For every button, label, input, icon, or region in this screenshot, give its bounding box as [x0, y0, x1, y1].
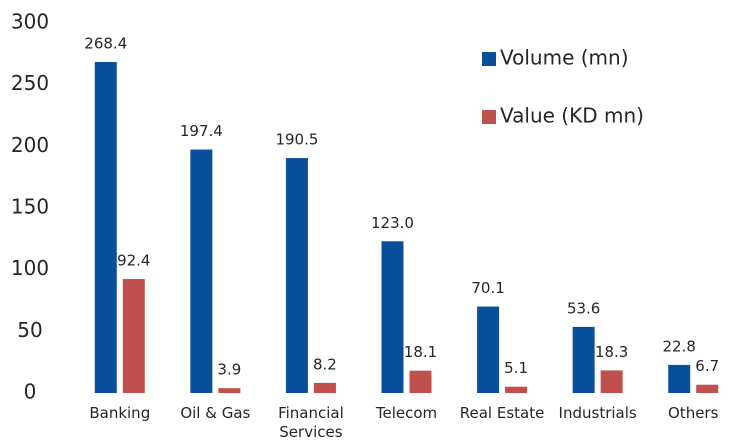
bar	[668, 364, 691, 393]
value-label: 70.1	[471, 279, 504, 297]
bar	[122, 279, 145, 393]
value-label: 53.6	[567, 299, 600, 317]
value-label: 123.0	[371, 214, 414, 232]
value-label: 190.5	[275, 131, 318, 149]
legend-label: Value (KD mn)	[500, 104, 644, 128]
value-label: 8.2	[313, 355, 337, 373]
value-label: 6.7	[695, 357, 719, 375]
bar	[477, 306, 500, 393]
y-tick-label: 200	[11, 133, 49, 157]
value-label: 3.9	[217, 361, 241, 379]
legend-swatch	[482, 52, 496, 66]
legend-swatch	[482, 110, 496, 124]
bar	[313, 382, 336, 393]
x-tick-label: Banking	[89, 404, 151, 422]
y-tick-label: 50	[17, 318, 42, 342]
bar	[409, 370, 432, 393]
bar	[505, 386, 528, 393]
y-tick-label: 300	[11, 10, 49, 34]
y-tick-label: 250	[11, 71, 49, 95]
value-label: 92.4	[117, 252, 150, 270]
bar	[218, 388, 241, 393]
value-label: 197.4	[180, 122, 223, 140]
x-tick-label: Oil & Gas	[180, 404, 251, 422]
bar	[600, 370, 623, 393]
y-tick-label: 100	[11, 256, 49, 280]
y-tick-label: 150	[11, 195, 49, 219]
bar	[94, 61, 117, 394]
bar	[190, 149, 213, 393]
x-tick-label: Real Estate	[459, 404, 545, 422]
bar	[381, 241, 404, 393]
value-label: 18.3	[595, 343, 628, 361]
value-label: 268.4	[84, 34, 127, 52]
x-tick-label: Industrials	[558, 404, 637, 422]
x-tick-label: Others	[668, 404, 719, 422]
legend-label: Volume (mn)	[500, 46, 629, 70]
value-label: 22.8	[663, 337, 696, 355]
x-tick-label: Telecom	[375, 404, 438, 422]
y-tick-label: 0	[24, 380, 37, 404]
bar	[285, 158, 308, 393]
bar	[696, 384, 719, 393]
x-tick-label: Financial Services	[278, 404, 344, 441]
value-label: 18.1	[404, 343, 437, 361]
bar	[572, 326, 595, 393]
value-label: 5.1	[504, 359, 528, 377]
